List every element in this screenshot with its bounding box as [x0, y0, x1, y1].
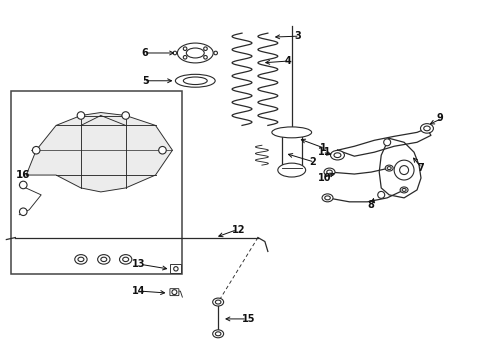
Ellipse shape: [400, 187, 408, 193]
Circle shape: [214, 51, 218, 55]
Circle shape: [204, 55, 207, 59]
Ellipse shape: [216, 300, 221, 304]
Ellipse shape: [75, 255, 87, 264]
Ellipse shape: [324, 168, 335, 176]
Text: 12: 12: [232, 225, 245, 235]
Circle shape: [159, 147, 166, 154]
Circle shape: [172, 290, 177, 294]
Ellipse shape: [122, 257, 129, 262]
Circle shape: [122, 112, 129, 119]
Text: 6: 6: [142, 48, 148, 58]
Text: 2: 2: [310, 157, 317, 167]
Ellipse shape: [424, 126, 430, 131]
Text: 15: 15: [242, 314, 255, 324]
Circle shape: [394, 160, 414, 180]
Bar: [282, 132, 302, 170]
Circle shape: [204, 47, 207, 50]
Ellipse shape: [331, 150, 344, 160]
Text: 7: 7: [417, 163, 424, 173]
Ellipse shape: [175, 74, 215, 87]
Text: 10: 10: [318, 173, 331, 183]
Polygon shape: [26, 113, 172, 192]
Bar: [171, 264, 181, 273]
Circle shape: [77, 112, 85, 119]
Ellipse shape: [177, 43, 213, 63]
Ellipse shape: [183, 77, 207, 85]
Text: 13: 13: [132, 259, 146, 269]
Text: 14: 14: [132, 286, 146, 296]
Text: 1: 1: [319, 143, 326, 153]
Ellipse shape: [322, 194, 333, 202]
Circle shape: [183, 47, 187, 50]
Polygon shape: [379, 138, 421, 198]
Ellipse shape: [78, 257, 84, 262]
Ellipse shape: [387, 167, 391, 170]
Ellipse shape: [216, 332, 221, 336]
Text: 8: 8: [368, 200, 374, 210]
Circle shape: [174, 267, 178, 271]
Ellipse shape: [385, 165, 393, 171]
Text: 4: 4: [285, 56, 292, 66]
Circle shape: [20, 208, 27, 216]
Circle shape: [20, 181, 27, 189]
Circle shape: [400, 166, 409, 175]
FancyBboxPatch shape: [170, 289, 179, 296]
Ellipse shape: [213, 298, 223, 306]
Circle shape: [32, 147, 40, 154]
Ellipse shape: [327, 170, 332, 174]
Text: 5: 5: [142, 76, 148, 86]
Ellipse shape: [213, 330, 223, 338]
Ellipse shape: [186, 48, 204, 58]
Circle shape: [183, 55, 187, 59]
Ellipse shape: [420, 123, 434, 133]
Ellipse shape: [98, 255, 110, 264]
Ellipse shape: [402, 188, 406, 192]
Ellipse shape: [325, 196, 330, 200]
Ellipse shape: [334, 153, 341, 158]
Circle shape: [173, 51, 177, 55]
Ellipse shape: [272, 127, 312, 138]
Circle shape: [378, 192, 385, 198]
Polygon shape: [338, 129, 431, 156]
Text: 3: 3: [294, 31, 301, 41]
Text: 9: 9: [437, 113, 443, 123]
Text: 16: 16: [16, 170, 30, 180]
Bar: [11, 91, 182, 274]
Ellipse shape: [101, 257, 107, 262]
Circle shape: [384, 139, 391, 146]
Text: 11: 11: [318, 147, 331, 157]
Ellipse shape: [120, 255, 132, 264]
Ellipse shape: [278, 163, 306, 177]
